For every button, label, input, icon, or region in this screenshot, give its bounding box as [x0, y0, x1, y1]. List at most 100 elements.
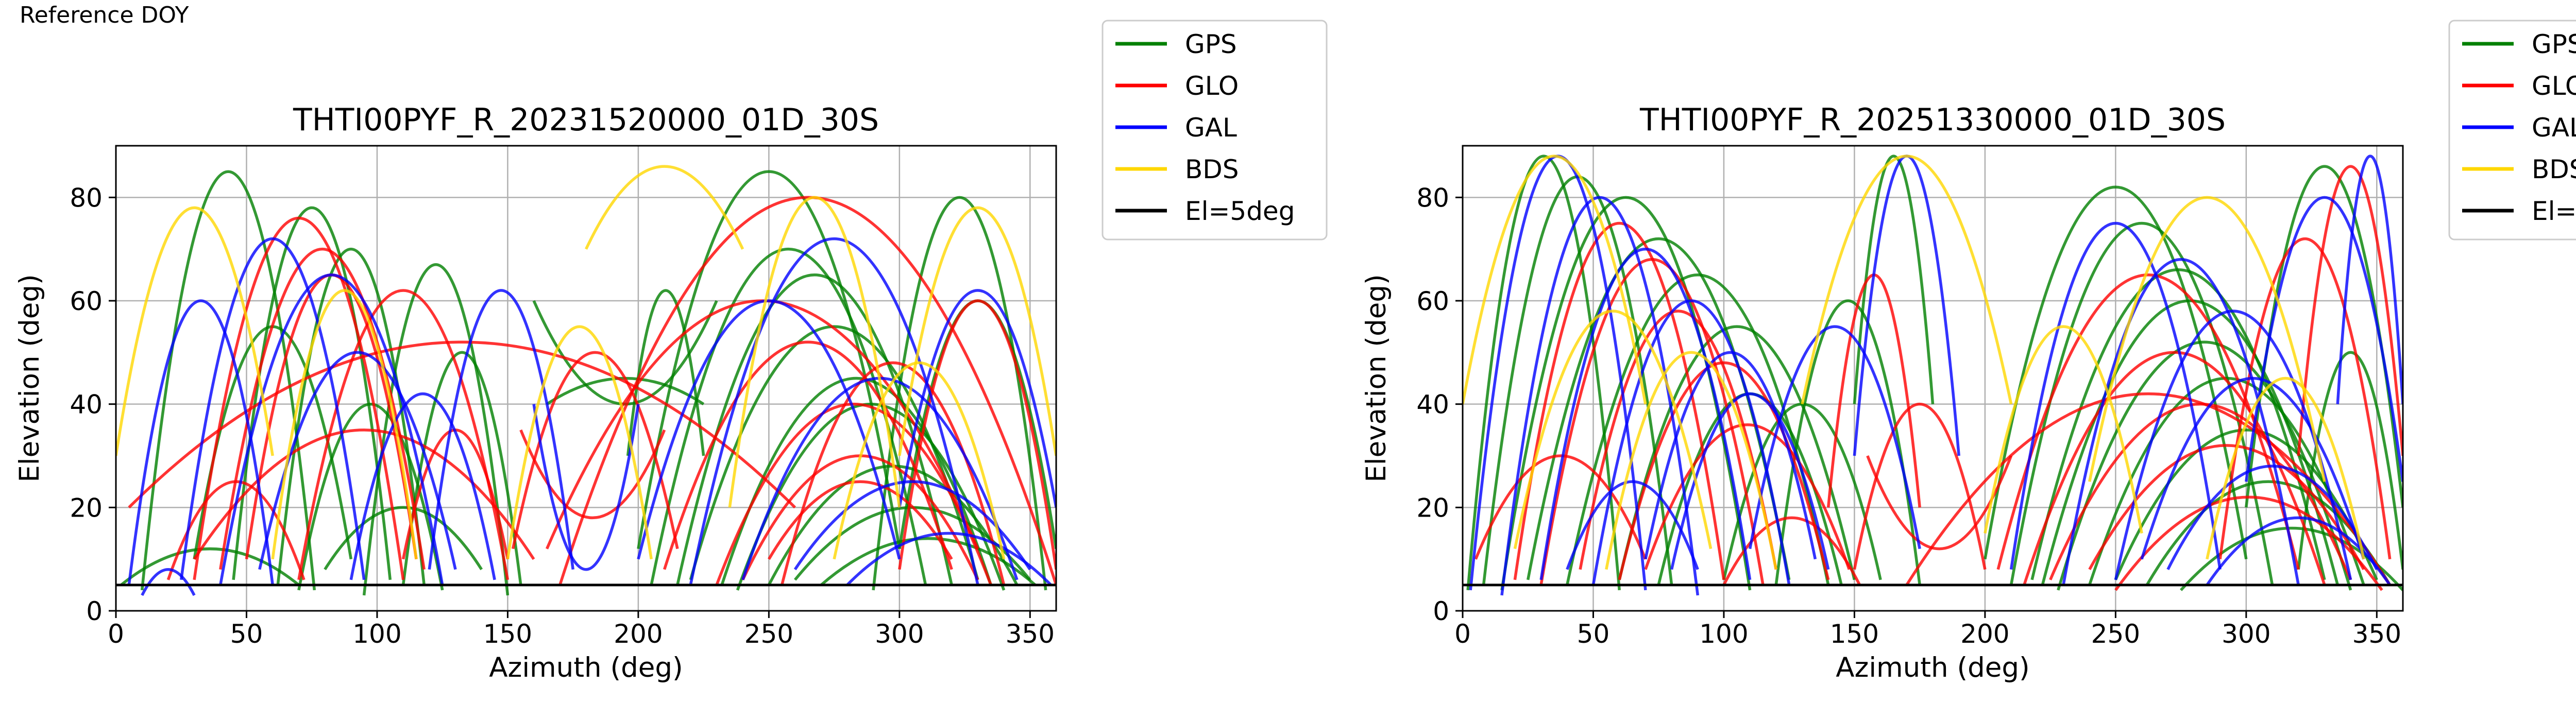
pass-glo	[1905, 392, 2392, 586]
pass-gal	[2140, 376, 2365, 560]
pass-bds	[1463, 155, 1647, 405]
x-tick-label: 200	[1960, 619, 2009, 649]
x-tick-label: 100	[352, 619, 401, 649]
pass-glo	[2218, 237, 2392, 560]
x-axis-label: Azimuth (deg)	[1836, 652, 2030, 683]
pass-glo	[1853, 403, 1987, 570]
pass-glo	[1618, 361, 1830, 580]
pass-gps	[676, 273, 953, 586]
pass-bds	[1513, 310, 1713, 550]
y-axis-label: Elevation (deg)	[14, 274, 45, 482]
pass-gps	[2041, 299, 2339, 586]
pass-gps	[1853, 155, 1935, 404]
pass-glo	[2049, 403, 2352, 580]
y-tick-label: 0	[86, 596, 103, 626]
pass-gal	[2336, 155, 2403, 404]
x-tick-label: 300	[2222, 619, 2270, 649]
legend-label: GPS	[2532, 29, 2576, 59]
series-gal	[1469, 155, 2403, 596]
pass-gps	[736, 403, 1006, 591]
pass-gal	[2245, 196, 2403, 482]
pass-glo	[297, 289, 510, 580]
pass-gal	[1539, 247, 1752, 580]
pass-glo	[519, 429, 666, 519]
pass-gal	[141, 568, 196, 596]
legend-label: El=5deg	[1185, 196, 1295, 226]
pass-gal	[898, 289, 1056, 508]
pass-bds	[585, 165, 744, 250]
pass-gps	[297, 403, 444, 591]
pass-gps	[2114, 428, 2378, 580]
x-tick-label: 250	[2091, 619, 2140, 649]
pass-gal	[219, 273, 444, 586]
pass-gps	[720, 377, 992, 586]
chart-title: THTI00PYF_R_20231520000_01D_30S	[293, 102, 879, 138]
pass-bds	[1605, 351, 1777, 570]
legend-label: BDS	[1185, 155, 1239, 184]
pass-gps	[626, 289, 705, 456]
skyplot-chart-2025: 0 50 100 150 200 250 300 350 0 20 40 60 80 THTI00PYF_…	[1361, 20, 2576, 683]
pass-gps	[401, 351, 522, 586]
x-tick-label: 200	[614, 619, 663, 649]
legend: GPS GLO GAL BDS El=5deg	[1101, 20, 1328, 241]
pass-gal	[2166, 465, 2378, 570]
pass-glo	[558, 196, 1056, 586]
pass-gps	[820, 537, 1037, 586]
pass-gps	[872, 196, 1047, 591]
legend: GPS GLO GAL BDS El=5deg	[2448, 20, 2576, 241]
pass-bds	[1984, 325, 2143, 534]
pass-glo	[1539, 258, 1765, 586]
y-tick-label: 40	[1416, 390, 1449, 420]
pass-gal	[1469, 155, 1647, 591]
y-tick-label: 0	[1433, 596, 1449, 626]
x-tick-label: 100	[1699, 619, 1748, 649]
pass-bds	[728, 196, 901, 508]
pass-bds	[833, 361, 1006, 560]
pass-glo	[2297, 165, 2403, 456]
pass-bds	[506, 325, 653, 560]
legend-label: GPS	[1185, 29, 1237, 59]
pass-bds	[898, 206, 1056, 456]
x-tick-label: 150	[1830, 619, 1879, 649]
x-tick-label: 50	[230, 619, 263, 649]
pass-glo	[1722, 516, 1861, 586]
pass-glo	[2088, 444, 2365, 571]
pass-glo	[1474, 454, 1647, 560]
series-bds	[1463, 155, 2365, 570]
chart-title: THTI00PYF_R_20251330000_01D_30S	[1639, 102, 2226, 138]
pass-gal	[1644, 351, 1817, 560]
pass-gal	[2062, 258, 2300, 586]
pass-gps	[1466, 155, 1621, 591]
pass-glo	[511, 351, 679, 550]
pass-gps	[1984, 185, 2248, 560]
legend-label: GAL	[2532, 113, 2576, 143]
x-tick-label: 350	[2352, 619, 2401, 649]
legend-label: GLO	[1185, 71, 1239, 101]
x-tick-label: 0	[1454, 619, 1471, 649]
reference-doy-label: Reference DOY	[20, 2, 189, 28]
pass-glo	[768, 480, 953, 560]
pass-glo	[128, 340, 796, 509]
skyplot-chart-2023: 0 50 100 150 200 250 300 350 0 20 40 60 80 THTI00PYF_…	[14, 20, 1328, 683]
pass-gps	[232, 206, 392, 580]
pass-gps	[1774, 299, 1921, 586]
pass-glo	[898, 299, 1056, 570]
plot-frame	[1462, 145, 2404, 612]
pass-gps	[532, 300, 718, 406]
x-tick-label: 50	[1577, 619, 1610, 649]
pass-glo	[781, 361, 1006, 586]
x-tick-label: 350	[1006, 619, 1055, 649]
pass-gal	[349, 392, 496, 580]
y-tick-label: 20	[1416, 493, 1449, 523]
pass-gal	[846, 532, 1052, 586]
x-tick-label: 300	[875, 619, 924, 649]
pass-gps	[140, 170, 316, 591]
pass-gps	[1618, 325, 1856, 580]
plot-frame	[115, 145, 1057, 612]
pass-gps	[637, 170, 901, 550]
pass-gal	[1591, 299, 1791, 586]
pass-glo	[1579, 310, 1778, 570]
pass-glo	[715, 403, 992, 586]
pass-glo	[1644, 423, 1851, 570]
legend-label: El=5deg	[2532, 196, 2576, 226]
